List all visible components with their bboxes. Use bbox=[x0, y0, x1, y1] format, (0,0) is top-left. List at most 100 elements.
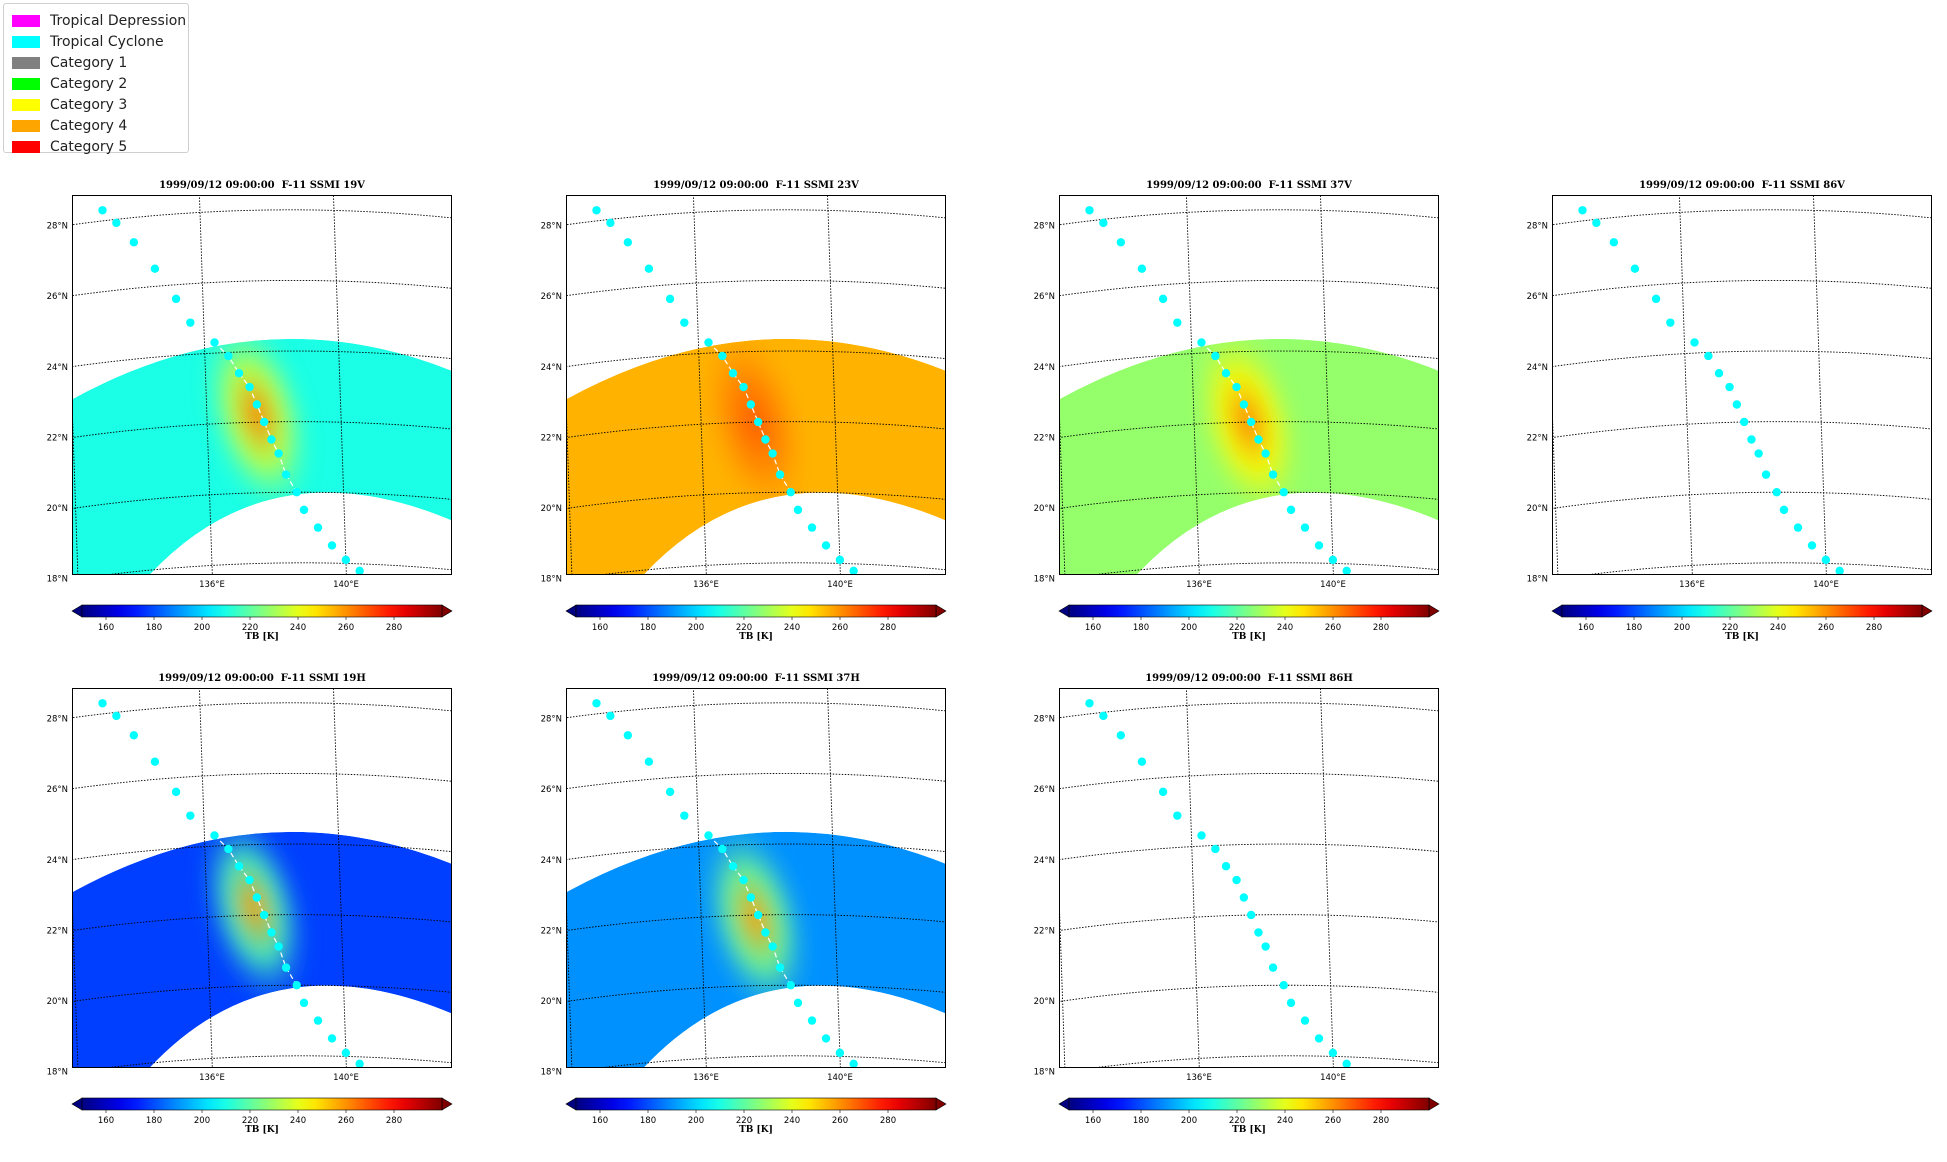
outside-swath bbox=[149, 985, 452, 1068]
parallel-line bbox=[1059, 772, 1439, 790]
parallel-line bbox=[566, 843, 946, 861]
colorbar-tick-label: 200 bbox=[194, 1116, 210, 1126]
lat-tick-label: 24°N bbox=[541, 856, 562, 866]
track-point bbox=[821, 1034, 831, 1043]
colorbar-extend-low bbox=[1058, 604, 1070, 618]
track-point bbox=[274, 942, 283, 951]
lat-tick-label: 18°N bbox=[47, 1068, 68, 1078]
lat-tick-label: 18°N bbox=[47, 575, 68, 585]
track-point bbox=[665, 787, 675, 797]
parallel-line bbox=[72, 843, 452, 861]
colorbar-tick-label: 260 bbox=[832, 623, 848, 633]
map-plot: 18°N 20°N 22°N 24°N 26°N 28°N 136°E 140°E bbox=[541, 688, 946, 1083]
track-point bbox=[1300, 523, 1310, 532]
legend-swatch bbox=[12, 141, 40, 153]
colorbar-tick-label: 240 bbox=[290, 623, 306, 633]
colorbar-tick-label: 200 bbox=[1674, 623, 1690, 633]
map-area bbox=[72, 688, 452, 1068]
map-plot: 18°N 20°N 22°N 24°N 26°N 28°N 136°E 140°E bbox=[1527, 195, 1932, 590]
legend-label: Category 1 bbox=[50, 55, 128, 71]
lat-tick-label: 18°N bbox=[541, 1068, 562, 1078]
colorbar-tick-label: 200 bbox=[688, 623, 704, 633]
lat-tick-label: 22°N bbox=[1527, 433, 1548, 443]
colorbar: 160 180 200 220 240 260 280 bbox=[1058, 1097, 1440, 1126]
track-point bbox=[112, 218, 121, 228]
colorbar-gradient bbox=[1561, 604, 1923, 618]
colorbar-tick-label: 180 bbox=[640, 1116, 656, 1126]
track-point bbox=[245, 875, 254, 885]
legend-label: Tropical Depression bbox=[50, 13, 187, 29]
colorbar-tick-label: 240 bbox=[784, 623, 800, 633]
legend-label: Category 2 bbox=[50, 76, 128, 92]
colorbar-tick-label: 200 bbox=[194, 623, 210, 633]
track-point bbox=[1099, 218, 1108, 228]
lat-tick-label: 22°N bbox=[47, 433, 68, 443]
track-point bbox=[680, 318, 689, 327]
track-point bbox=[1630, 264, 1640, 273]
lat-tick-label: 28°N bbox=[1034, 715, 1055, 725]
colorbar-tick-label: 180 bbox=[146, 623, 162, 633]
track-point bbox=[98, 699, 107, 708]
panel-title: 1999/09/12 09:00:00 F-11 SSMI 19V bbox=[159, 180, 365, 191]
colorbar: 160 180 200 220 240 260 280 bbox=[565, 604, 947, 633]
track-point bbox=[98, 206, 107, 215]
parallel-line bbox=[72, 350, 452, 368]
track-line bbox=[708, 835, 792, 986]
outside-swath bbox=[566, 195, 946, 400]
colorbar-extend-high bbox=[935, 1097, 947, 1111]
map-area bbox=[1552, 195, 1932, 575]
track-line bbox=[214, 835, 298, 986]
parallel-line bbox=[1059, 914, 1439, 932]
track-point bbox=[245, 382, 254, 392]
colorbar-extend-low bbox=[565, 604, 577, 618]
track-point bbox=[807, 523, 817, 532]
parallel-line bbox=[72, 209, 452, 226]
lon-tick-label: 140°E bbox=[827, 580, 853, 590]
track-point bbox=[1254, 928, 1263, 937]
track-point bbox=[761, 435, 770, 444]
lat-tick-label: 24°N bbox=[1034, 363, 1055, 373]
parallel-line bbox=[72, 421, 452, 439]
colorbar-gradient bbox=[81, 1097, 443, 1111]
colorbar-tick-label: 260 bbox=[832, 1116, 848, 1126]
track-point bbox=[299, 505, 309, 515]
track-point bbox=[1314, 541, 1324, 550]
lat-tick-label: 22°N bbox=[47, 926, 68, 936]
track-point bbox=[807, 1016, 817, 1025]
track-point bbox=[1261, 449, 1270, 458]
colorbar-label: TB [K] bbox=[739, 1125, 773, 1135]
parallel-line bbox=[566, 702, 946, 719]
track-point bbox=[793, 998, 803, 1008]
parallel-line bbox=[72, 984, 452, 1002]
colorbar: 160 180 200 220 240 260 280 bbox=[565, 1097, 947, 1126]
colorbar-tick-label: 180 bbox=[1626, 623, 1642, 633]
map-plot: 18°N 20°N 22°N 24°N 26°N 28°N 136°E 140°E bbox=[47, 688, 452, 1083]
parallel-line bbox=[1088, 1055, 1439, 1068]
colorbar-extend-high bbox=[1921, 604, 1933, 618]
track-point bbox=[1328, 555, 1338, 565]
panel-title: 1999/09/12 09:00:00 F-11 SSMI 23V bbox=[653, 180, 859, 191]
legend-item: Category 5 bbox=[12, 137, 127, 157]
parallel-line bbox=[566, 421, 946, 439]
colorbar-tick-label: 260 bbox=[338, 623, 354, 633]
track-point bbox=[1173, 318, 1182, 327]
lat-tick-label: 20°N bbox=[541, 997, 562, 1007]
colorbar-gradient bbox=[81, 604, 443, 618]
lat-tick-label: 18°N bbox=[1034, 575, 1055, 585]
track-point bbox=[1261, 942, 1270, 951]
track-point bbox=[753, 417, 763, 427]
track-point bbox=[644, 757, 654, 766]
track-point bbox=[768, 449, 777, 458]
track-point bbox=[1085, 699, 1094, 708]
track-point bbox=[1197, 338, 1206, 347]
track-point bbox=[680, 811, 689, 820]
colorbar: 160 180 200 220 240 260 280 bbox=[71, 1097, 453, 1126]
legend-item: Tropical Depression bbox=[12, 11, 186, 31]
track-point bbox=[739, 382, 748, 392]
track-point bbox=[835, 1048, 845, 1058]
lat-tick-label: 28°N bbox=[1527, 222, 1548, 232]
lat-tick-label: 26°N bbox=[541, 785, 562, 795]
track-point bbox=[281, 470, 291, 479]
panel-title: 1999/09/12 09:00:00 F-11 SSMI 19H bbox=[158, 673, 366, 684]
colorbar-tick-label: 220 bbox=[242, 1116, 258, 1126]
